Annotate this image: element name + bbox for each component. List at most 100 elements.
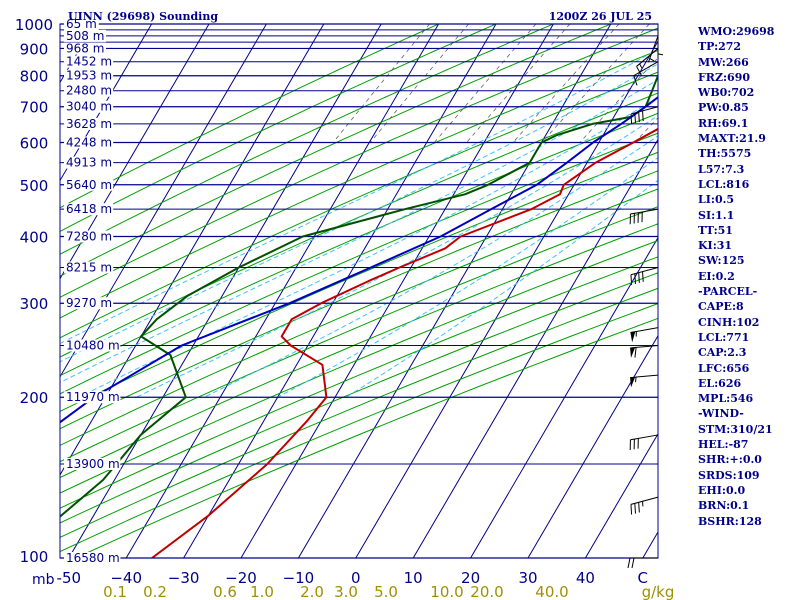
isotherm-line bbox=[470, 236, 658, 558]
isotherm-line bbox=[60, 24, 153, 182]
temperature-trace bbox=[151, 127, 658, 558]
wind-barb-half-feather bbox=[635, 377, 637, 383]
wind-barb-half-feather bbox=[649, 58, 655, 62]
dry-adiabat-line bbox=[60, 24, 498, 232]
pressure-unit-label: mb bbox=[32, 572, 55, 588]
wind-barb-half-feather bbox=[639, 63, 643, 69]
dry-adiabat-line bbox=[74, 317, 658, 558]
wind-barb-staff bbox=[630, 266, 659, 276]
wind-barb bbox=[629, 434, 659, 451]
index-line: SRDS:109 bbox=[698, 468, 760, 482]
dry-adiabat-line bbox=[60, 223, 658, 479]
height-label-bg bbox=[64, 117, 114, 130]
moist-adiabat-line bbox=[136, 115, 658, 398]
height-label-bg bbox=[64, 552, 121, 564]
height-label: 968 m bbox=[66, 41, 104, 55]
wind-barb bbox=[647, 35, 659, 63]
height-label-bg bbox=[64, 391, 121, 404]
height-label: 508 m bbox=[66, 29, 104, 43]
temperature-tick-label: 40 bbox=[576, 569, 595, 587]
index-line: LCL:771 bbox=[698, 330, 750, 344]
index-line: LFC:656 bbox=[698, 361, 750, 375]
height-label: 3628 m bbox=[66, 117, 112, 131]
wind-barb-feather bbox=[627, 557, 631, 569]
wind-barb bbox=[630, 106, 659, 125]
height-label-bg bbox=[64, 261, 114, 274]
index-line: TP:272 bbox=[698, 40, 742, 54]
dry-adiabat-line bbox=[60, 240, 658, 494]
height-label-bg bbox=[64, 29, 106, 42]
wind-barb-staff bbox=[647, 35, 659, 63]
wind-barb-feather bbox=[634, 503, 636, 514]
temperature-tick-label: −40 bbox=[110, 569, 142, 587]
height-label-bg bbox=[64, 69, 114, 82]
index-line: WMO:29698 bbox=[698, 25, 775, 38]
wind-barb-feather bbox=[638, 111, 640, 123]
isotherm-line bbox=[125, 24, 440, 558]
temperature-tick-label: 0 bbox=[351, 569, 361, 587]
index-line: LI:0.5 bbox=[698, 193, 735, 207]
height-label: 2480 m bbox=[66, 84, 112, 98]
dry-adiabat-line bbox=[60, 188, 658, 446]
wind-barb bbox=[627, 557, 658, 569]
index-line: MPL:546 bbox=[698, 392, 754, 406]
pressure-tick-label: 600 bbox=[20, 134, 49, 152]
index-line: BSHR:128 bbox=[698, 514, 762, 528]
height-label: 16580 m bbox=[66, 551, 120, 565]
height-label: 65 m bbox=[66, 17, 97, 31]
pressure-tick-label: 800 bbox=[20, 68, 49, 86]
dry-adiabat-line bbox=[60, 24, 613, 277]
height-label: 10480 m bbox=[66, 339, 120, 353]
dry-adiabat-line bbox=[60, 303, 658, 553]
height-label: 13900 m bbox=[66, 457, 120, 471]
height-label-bg bbox=[64, 230, 114, 243]
height-label-bg bbox=[64, 18, 99, 30]
dry-adiabat-line bbox=[60, 132, 658, 395]
index-line: L57:7.3 bbox=[698, 162, 745, 176]
index-line: TT:51 bbox=[698, 223, 733, 237]
index-line: MAXT:21.9 bbox=[698, 132, 766, 146]
height-label-bg bbox=[64, 136, 114, 149]
wind-barb-feather bbox=[638, 502, 640, 513]
height-label: 4248 m bbox=[66, 135, 112, 149]
isotherm-line bbox=[240, 24, 554, 558]
wind-barb bbox=[629, 208, 659, 225]
index-line: FRZ:690 bbox=[698, 70, 751, 84]
index-line: RH:69.1 bbox=[698, 116, 749, 130]
index-line: WB0:702 bbox=[698, 86, 755, 100]
dry-adiabat-line bbox=[60, 272, 658, 524]
isotherm-line bbox=[527, 334, 658, 558]
index-line: CAPE:8 bbox=[698, 300, 744, 314]
dry-adiabat-line bbox=[60, 112, 658, 377]
isotherm-line bbox=[60, 24, 325, 476]
temperature-tick-label: 10 bbox=[404, 569, 423, 587]
wind-barb-staff bbox=[633, 61, 659, 77]
index-line: EHI:0.0 bbox=[698, 483, 746, 497]
height-label: 1452 m bbox=[66, 55, 112, 69]
mixing-ratio-line bbox=[579, 57, 658, 143]
wind-barb-feather bbox=[630, 274, 633, 285]
mixing-ratio-label: 10.0 bbox=[430, 583, 463, 600]
wind-barb-feather bbox=[630, 113, 633, 125]
mixing-ratio-line bbox=[433, 24, 537, 143]
isotherm-line bbox=[355, 40, 658, 558]
dry-adiabat-line bbox=[60, 170, 658, 430]
isotherm-line bbox=[584, 432, 658, 558]
pressure-tick-label: 700 bbox=[20, 99, 49, 117]
pressure-tick-label: 900 bbox=[20, 40, 49, 58]
temperature-tick-label: −10 bbox=[283, 569, 315, 587]
dry-adiabat-line bbox=[60, 92, 658, 358]
wind-barb-staff bbox=[630, 496, 659, 505]
plot-frame bbox=[59, 23, 659, 559]
isotherm-line bbox=[297, 24, 612, 558]
index-line: HEL:-87 bbox=[698, 438, 749, 452]
wind-barb-feather bbox=[634, 273, 636, 284]
dry-adiabat-line bbox=[60, 287, 658, 538]
isotherm-line bbox=[60, 24, 267, 378]
wind-barb-feather bbox=[642, 271, 644, 282]
wind-barb bbox=[633, 61, 659, 86]
height-label: 9270 m bbox=[66, 296, 112, 310]
height-label-bg bbox=[64, 178, 114, 191]
mixing-ratio-label: 5.0 bbox=[374, 583, 398, 600]
pressure-tick-label: 300 bbox=[20, 295, 49, 313]
